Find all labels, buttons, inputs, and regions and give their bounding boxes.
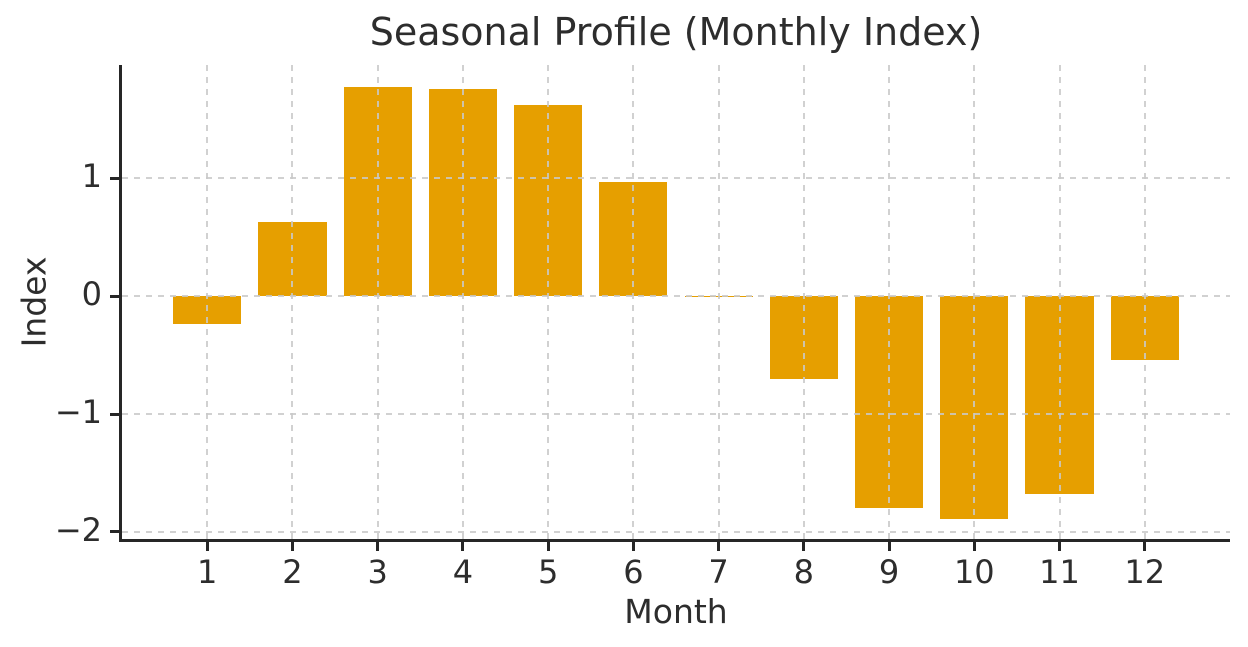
x-gridline-2	[291, 65, 294, 539]
y-tick-label-0: 0	[81, 275, 102, 314]
x-tick-12	[1143, 542, 1147, 551]
y-tick--2	[110, 530, 119, 534]
x-gridline-7	[717, 65, 720, 539]
x-tick-label-3: 3	[367, 553, 388, 591]
x-gridline-8	[802, 65, 805, 539]
x-tick-5	[546, 542, 550, 551]
y-gridline-1	[122, 177, 1230, 180]
x-tick-label-11: 11	[1039, 553, 1080, 591]
y-tick-label--2: −2	[54, 510, 102, 549]
x-tick-10	[972, 542, 976, 551]
x-gridline-4	[461, 65, 464, 539]
x-tick-4	[461, 542, 465, 551]
x-tick-label-10: 10	[953, 553, 995, 591]
plot-area	[122, 65, 1230, 539]
y-tick-label-1: 1	[81, 157, 102, 196]
y-tick-1	[110, 176, 119, 180]
y-tick-0	[110, 294, 119, 298]
x-tick-7	[717, 542, 721, 551]
x-tick-11	[1058, 542, 1062, 551]
x-tick-label-9: 9	[878, 553, 900, 591]
y-tick--1	[110, 412, 119, 416]
x-gridline-12	[1143, 65, 1146, 539]
x-tick-8	[802, 542, 806, 551]
x-gridline-11	[1058, 65, 1061, 539]
x-tick-label-6: 6	[623, 553, 644, 591]
x-gridline-1	[206, 65, 209, 539]
x-tick-label-7: 7	[708, 553, 729, 591]
x-gridline-10	[973, 65, 976, 539]
x-tick-1	[205, 542, 209, 551]
x-axis-label: Month	[624, 592, 728, 631]
bottom-spine	[119, 539, 1230, 542]
x-tick-label-2: 2	[282, 553, 303, 591]
y-gridline--2	[122, 530, 1230, 533]
x-tick-6	[631, 542, 635, 551]
x-tick-9	[887, 542, 891, 551]
x-tick-label-8: 8	[793, 553, 815, 591]
x-tick-label-4: 4	[452, 553, 474, 591]
x-gridline-6	[632, 65, 635, 539]
x-gridline-5	[547, 65, 550, 539]
x-tick-label-1: 1	[197, 553, 218, 591]
x-tick-label-12: 12	[1124, 553, 1166, 591]
y-tick-label--1: −1	[54, 393, 102, 431]
x-tick-3	[376, 542, 380, 551]
x-gridline-3	[376, 65, 379, 539]
x-gridline-9	[888, 65, 891, 539]
left-spine	[119, 65, 122, 542]
x-tick-2	[290, 542, 294, 551]
chart-title: Seasonal Profile (Monthly Index)	[369, 10, 983, 54]
y-gridline--1	[122, 413, 1230, 415]
x-tick-label-5: 5	[537, 553, 559, 591]
y-gridline-0	[122, 295, 1230, 298]
